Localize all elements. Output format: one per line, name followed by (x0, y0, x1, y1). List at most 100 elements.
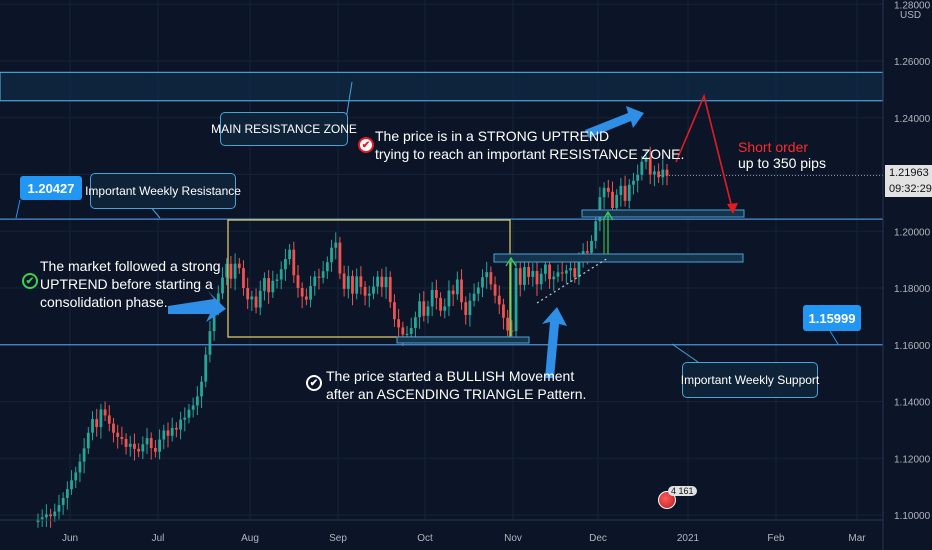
arrow-bullish (542, 307, 567, 378)
candle-body (317, 276, 321, 278)
check-icon: ✔ (358, 137, 374, 153)
candle-body (602, 187, 606, 198)
candle-body (619, 185, 623, 195)
candle-body (120, 436, 124, 439)
candle-body (82, 448, 86, 462)
pointer-line (15, 199, 21, 219)
candle-body (279, 269, 283, 280)
short-order-pips: up to 350 pips (738, 155, 826, 171)
candle-body (355, 276, 359, 294)
candle-body (57, 505, 61, 512)
candle-body (443, 306, 447, 311)
candle-body (367, 293, 371, 296)
candle-body (363, 286, 367, 296)
candle-body (284, 259, 287, 270)
candle-body (300, 288, 304, 297)
weekly-support-label: Important Weekly Support (681, 362, 819, 398)
candle-body (497, 295, 501, 305)
y-tick-label: 1.26000 (894, 57, 931, 68)
candle-body (208, 331, 212, 355)
candle-body (393, 302, 396, 320)
candle-body (313, 276, 317, 287)
candle-body (451, 290, 455, 295)
check-icon: ✔ (306, 375, 322, 391)
candle-body (594, 221, 598, 241)
candle-body (653, 171, 656, 175)
candle-body (49, 514, 52, 517)
candle-body (514, 268, 518, 332)
candle-body (585, 251, 589, 253)
x-tick-label: 2021 (677, 533, 700, 544)
strong-uptrend-text-2: trying to reach an important RESISTANCE … (375, 146, 685, 162)
consolidation-box (227, 219, 511, 338)
breakout-box (493, 253, 744, 263)
y-tick-label: 1.18000 (894, 284, 931, 295)
candle-body (78, 461, 82, 473)
candle-body (221, 277, 224, 294)
candle-body (191, 405, 195, 410)
currency-label: USD (900, 10, 922, 21)
candle-body (636, 174, 640, 181)
candle-body (40, 517, 44, 520)
candle-body (112, 423, 115, 433)
candle-body (166, 430, 170, 436)
y-tick-label: 1.20000 (894, 227, 931, 238)
candle-body (539, 273, 543, 285)
candle-body (309, 286, 312, 300)
y-tick-label: 1.14000 (894, 398, 931, 409)
candle-body (246, 288, 250, 300)
candle-body (254, 296, 258, 308)
candle-body (380, 276, 384, 288)
candle-body (158, 439, 162, 452)
bullish-text-2: after an ASCENDING TRIANGLE Pattern. (326, 386, 587, 402)
candle-body (137, 448, 141, 452)
candle-body (65, 489, 69, 498)
candle-body (267, 278, 271, 293)
candle-body (485, 272, 489, 278)
candle-body (476, 287, 480, 294)
countdown-tag: 09:32:29 (885, 181, 932, 197)
y-tick-label: 1.12000 (894, 454, 931, 465)
candle-body (472, 293, 476, 301)
candle-body (296, 275, 300, 288)
candle-body (263, 278, 266, 291)
candle-body (183, 417, 187, 420)
candle-body (577, 257, 581, 278)
last-price-tag: 1.21963 (885, 165, 932, 181)
candle-body (225, 263, 229, 278)
candle-body (258, 290, 262, 308)
resistance-zone (0, 71, 884, 102)
candle-body (560, 272, 564, 274)
short-projection (675, 93, 734, 213)
candle-body (661, 169, 665, 178)
candle-body (128, 443, 132, 447)
candle-body (510, 330, 514, 332)
candle-body (489, 272, 493, 285)
candle-body (292, 249, 296, 276)
candle-body (44, 514, 48, 518)
candle-body (644, 156, 648, 162)
candle-body (170, 427, 174, 436)
candle-body (334, 242, 338, 248)
candle-body (422, 301, 426, 316)
candle-body (502, 304, 505, 318)
x-tick-label: Dec (589, 533, 607, 544)
candle-body (527, 267, 531, 277)
candle-body (632, 180, 635, 185)
candle-body (74, 472, 78, 481)
candle-body (321, 271, 325, 278)
market-text-2: UPTREND before starting a (40, 276, 213, 292)
candle-body (388, 276, 392, 303)
candle-body (405, 333, 409, 335)
candle-body (86, 432, 90, 449)
x-tick-label: Feb (767, 533, 785, 544)
x-tick-label: Oct (417, 533, 433, 544)
candle-body (384, 276, 388, 288)
candle-body (615, 194, 619, 208)
candle-body (414, 317, 417, 329)
pointer-line (671, 343, 699, 363)
candle-body (426, 306, 430, 316)
flag-count: 4 161 (668, 486, 697, 496)
candle-body (116, 432, 120, 437)
